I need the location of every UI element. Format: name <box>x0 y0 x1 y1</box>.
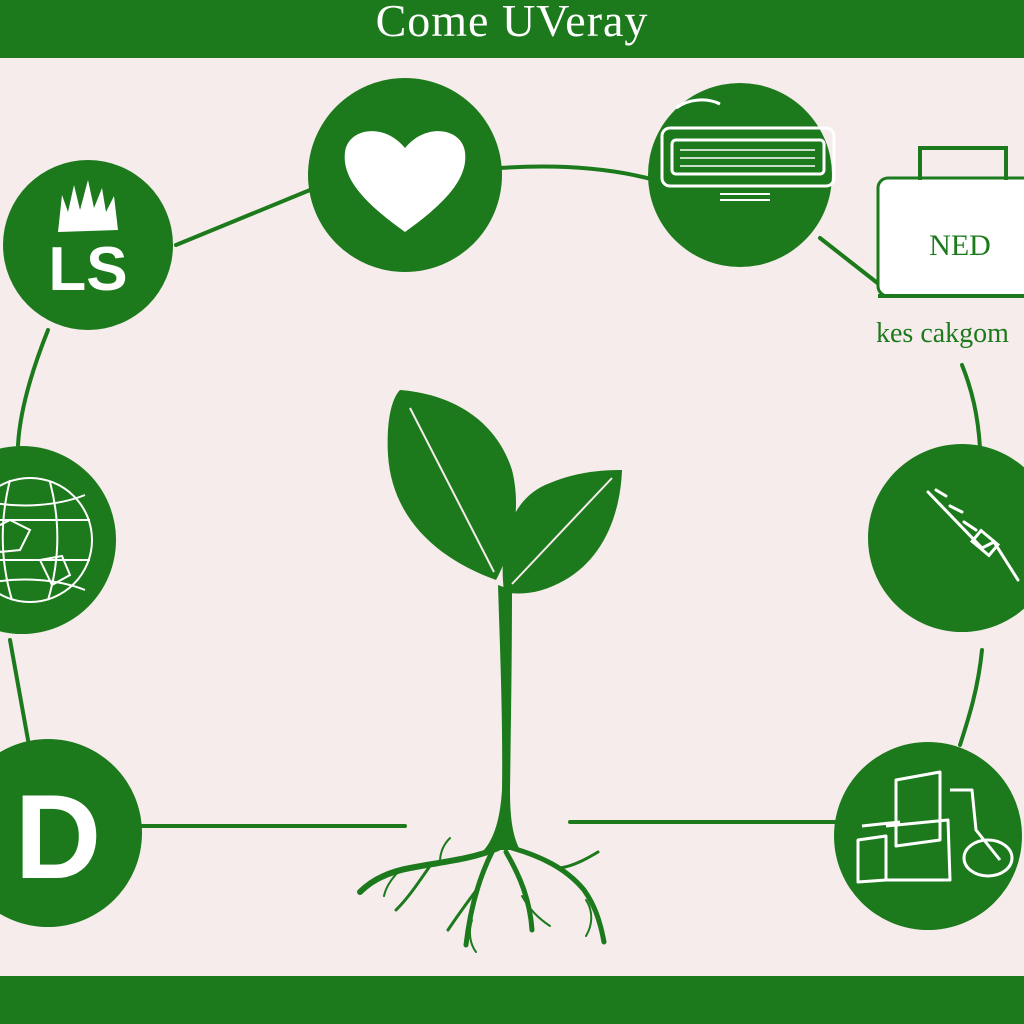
machine-icon <box>856 770 1014 884</box>
connector-lines <box>8 164 984 828</box>
ls-label: LS <box>48 235 127 304</box>
connector-heart-device <box>498 164 657 182</box>
footer-bar <box>0 976 1024 1024</box>
node-heart <box>308 78 502 272</box>
connector-ls-heart <box>174 188 312 247</box>
connector-caption-tool <box>960 363 982 450</box>
sprout-roots <box>357 837 607 953</box>
ned-caption: kes cakgom <box>876 318 1009 349</box>
globe-map-icon <box>0 477 93 603</box>
briefcase-icon <box>918 146 1008 180</box>
device-icon <box>660 98 836 201</box>
tool-icon <box>926 488 1020 582</box>
node-ls: LS <box>3 160 173 330</box>
ned-label: NED <box>929 229 991 262</box>
header-bar: Come UVeray <box>0 0 1024 58</box>
node-ned-box: NED <box>876 146 1024 298</box>
node-tool <box>868 444 1024 632</box>
connector-tool-machine <box>958 648 984 747</box>
connector-globe-d <box>8 638 30 742</box>
connector-ls-globe <box>16 328 50 447</box>
d-label: D <box>15 770 102 904</box>
sprout-leaf-left <box>387 390 517 580</box>
node-device <box>648 83 836 267</box>
node-globe <box>0 446 116 634</box>
page-title: Come UVeray <box>375 0 649 46</box>
node-d: D <box>0 739 142 927</box>
sprout-icon <box>357 390 622 953</box>
heart-icon <box>344 131 466 232</box>
sprout-stem <box>484 585 520 850</box>
node-machine <box>834 742 1022 930</box>
grass-badge-icon <box>58 180 118 232</box>
connector-device-box <box>818 236 882 287</box>
